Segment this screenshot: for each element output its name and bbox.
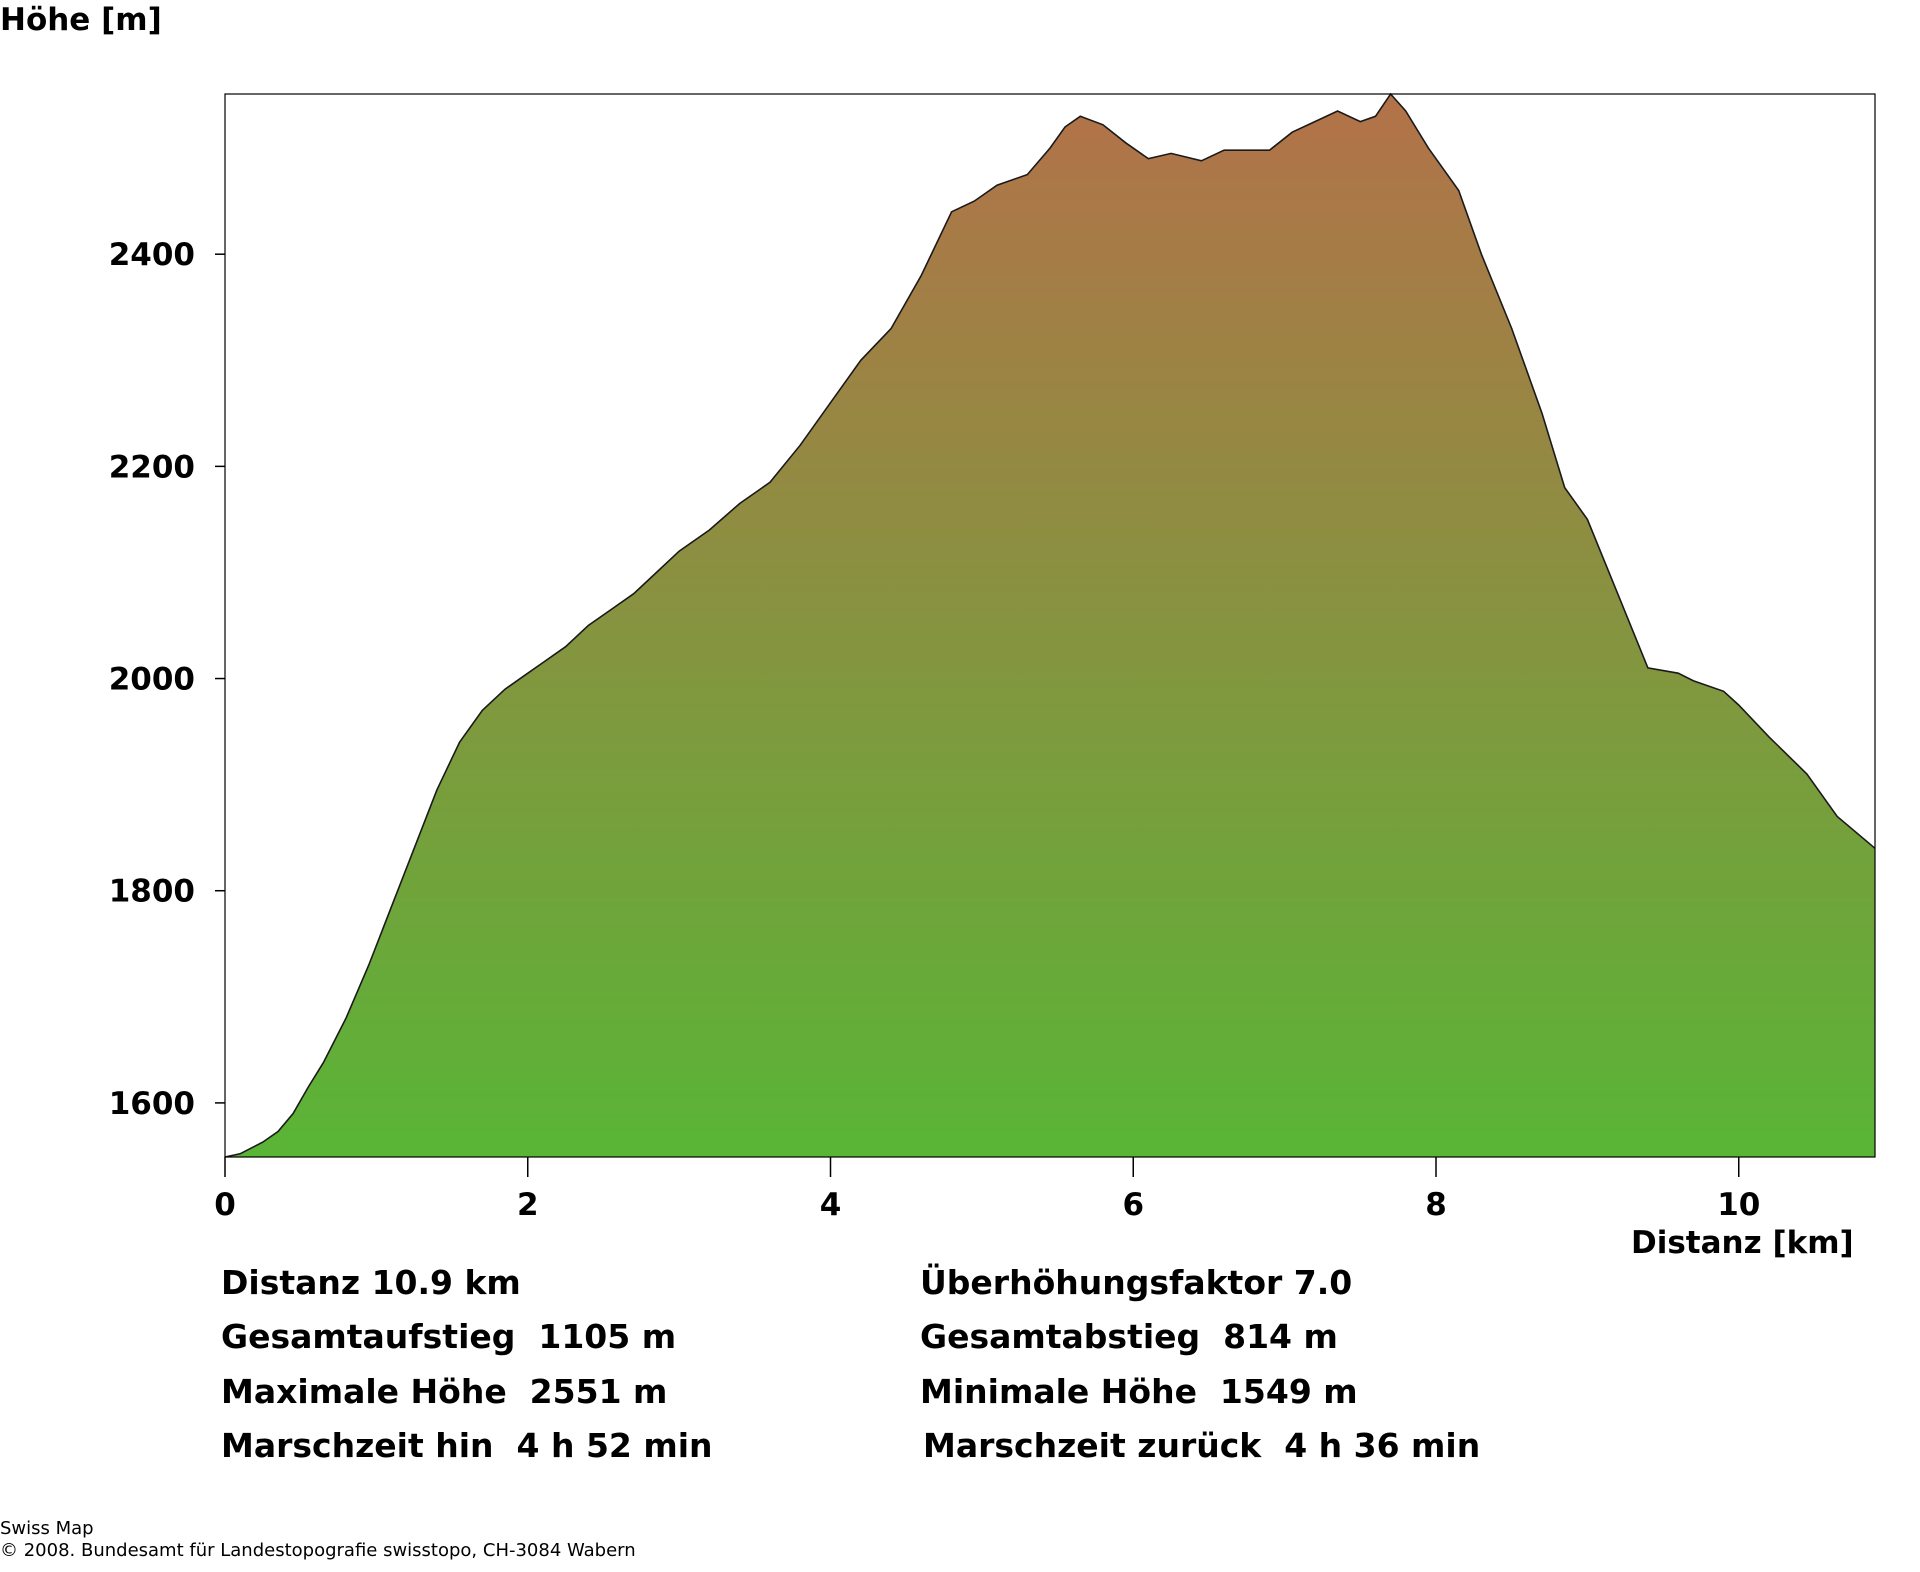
stat-ueberhoehungsfaktor: Überhöhungsfaktor 7.0 [920, 1263, 1353, 1302]
x-tick-label: 0 [214, 1187, 236, 1223]
stat-marschzeit-zurueck: Marschzeit zurück 4 h 36 min [923, 1426, 1481, 1465]
y-axis: 1600 1800 2000 2200 2400 [109, 237, 225, 1122]
plot-frame [224, 93, 1876, 1158]
y-tick-label: 2000 [109, 662, 195, 698]
y-tick-label: 1800 [109, 874, 195, 910]
stat-gesamtaufstieg: Gesamtaufstieg 1105 m [221, 1317, 677, 1356]
y-tick-label: 2200 [109, 449, 195, 485]
x-axis-title: Distanz [km] [1631, 1225, 1854, 1261]
x-tick-label: 8 [1425, 1187, 1447, 1223]
elevation-profile-chart: 1600 1800 2000 2200 2400 0 2 4 6 8 10 [109, 92, 1876, 1223]
x-axis: 0 2 4 6 8 10 [214, 1157, 1760, 1223]
x-tick-label: 10 [1717, 1187, 1760, 1223]
stat-maximale-hoehe: Maximale Höhe 2551 m [221, 1372, 668, 1411]
y-tick-label: 2400 [109, 237, 195, 273]
elevation-outline [224, 92, 1876, 1158]
y-tick-label: 1600 [109, 1086, 195, 1122]
footer-source: Swiss Map [0, 1518, 94, 1539]
y-axis-title: Höhe [m] [0, 2, 162, 38]
stat-minimale-hoehe: Minimale Höhe 1549 m [920, 1372, 1358, 1411]
x-tick-label: 6 [1122, 1187, 1144, 1223]
stat-gesamtabstieg: Gesamtabstieg 814 m [920, 1317, 1338, 1356]
stat-distanz: Distanz 10.9 km [221, 1263, 521, 1302]
elevation-area [225, 94, 1875, 1157]
x-tick-label: 4 [820, 1187, 842, 1223]
stat-marschzeit-hin: Marschzeit hin 4 h 52 min [221, 1426, 713, 1465]
footer-copyright: © 2008. Bundesamt für Landestopografie s… [0, 1540, 636, 1561]
x-tick-label: 2 [517, 1187, 539, 1223]
